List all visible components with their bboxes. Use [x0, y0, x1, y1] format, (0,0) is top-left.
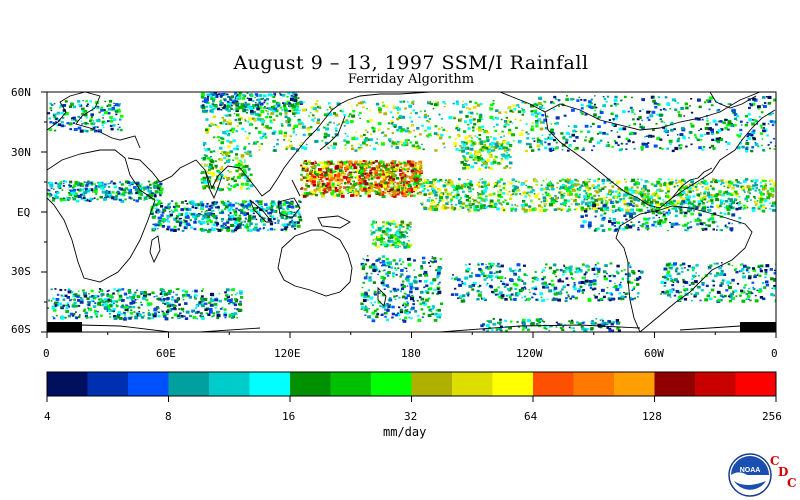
- coastline-africa: [47, 149, 156, 283]
- lon-label-180: 180: [401, 347, 421, 360]
- coastline-florida-gulf: [671, 167, 713, 199]
- colorbar-swatch: [47, 372, 88, 396]
- colorbar-swatch: [290, 372, 331, 396]
- coastline-new-guinea: [317, 215, 351, 229]
- map-title: August 9 – 13, 1997 SSM/I Rainfall: [233, 52, 589, 74]
- antarctic-ice: [47, 322, 82, 332]
- coastline-madagascar: [149, 235, 161, 264]
- colorbar-label-64: 64: [524, 410, 538, 423]
- colorbar-label-16: 16: [282, 410, 296, 423]
- coastline-india: [204, 169, 223, 200]
- colorbar-swatch: [87, 372, 129, 396]
- map-subtitle: Ferriday Algorithm: [347, 72, 475, 87]
- lon-label-60w: 60W: [644, 347, 664, 360]
- colorbar: [46, 371, 777, 402]
- coastline-south-america: [615, 205, 753, 332]
- coastline-arabia: [127, 92, 500, 197]
- colorbar-swatch: [330, 372, 372, 396]
- coastline-kamchatka: [499, 92, 546, 113]
- colorbar-swatch: [573, 372, 615, 396]
- lon-label-120e: 120E: [274, 347, 301, 360]
- coastline-greenland: [709, 92, 757, 109]
- coastline-north-america: [544, 92, 776, 209]
- colorbar-label-256: 256: [762, 410, 782, 423]
- colorbar-swatch: [168, 372, 210, 396]
- colorbar-label-4: 4: [44, 410, 51, 423]
- coastline-japan: [319, 115, 346, 151]
- coastline-new-zealand: [377, 286, 387, 307]
- colorbar-label-128: 128: [642, 410, 662, 423]
- cdc-logo: C D C: [768, 454, 798, 494]
- lat-label-eq: EQ: [17, 206, 31, 219]
- colorbar-swatch: [735, 372, 777, 396]
- colorbar-swatch: [614, 372, 655, 396]
- lon-label-120w: 120W: [516, 347, 543, 360]
- lon-label-0: 0: [43, 347, 50, 360]
- rainfall-field: [47, 92, 776, 332]
- coastline-europe: [47, 92, 141, 149]
- cdc-letter-c2: C: [787, 476, 797, 490]
- cdc-letter-c1: C: [770, 454, 780, 468]
- lat-label-60n: 60N: [11, 86, 31, 99]
- lon-label-60e: 60E: [156, 347, 176, 360]
- colorbar-swatch: [411, 372, 453, 396]
- noaa-logo: NOAA: [728, 453, 772, 497]
- colorbar-swatch: [249, 372, 291, 396]
- colorbar-swatch: [371, 372, 412, 396]
- colorbar-swatch: [695, 372, 736, 396]
- colorbar-label-32: 32: [404, 410, 418, 423]
- coastline-australia: [277, 229, 353, 297]
- coastline-borneo: [277, 197, 301, 219]
- noaa-logo-text: NOAA: [740, 467, 761, 474]
- colorbar-swatch: [492, 372, 534, 396]
- coastline-antarctica: [47, 323, 776, 332]
- colorbar-swatch: [128, 372, 169, 396]
- colorbar-swatch: [209, 372, 250, 396]
- colorbar-swatch: [654, 372, 696, 396]
- lon-label-0-end: 0: [771, 347, 778, 360]
- cdc-letter-d: D: [778, 465, 789, 479]
- colorbar-label-8: 8: [165, 410, 172, 423]
- coastline-philippines: [291, 179, 301, 197]
- colorbar-swatch: [533, 372, 574, 396]
- colorbar-swatch: [452, 372, 493, 396]
- coastlines: [47, 92, 776, 332]
- antarctic-ice: [740, 322, 776, 332]
- lat-label-30n: 30N: [11, 146, 31, 159]
- lat-label-30s: 30S: [11, 265, 31, 278]
- colorbar-units: mm/day: [383, 425, 427, 439]
- lat-label-60s: 60S: [11, 323, 31, 336]
- coastline-sumatra: [249, 199, 273, 223]
